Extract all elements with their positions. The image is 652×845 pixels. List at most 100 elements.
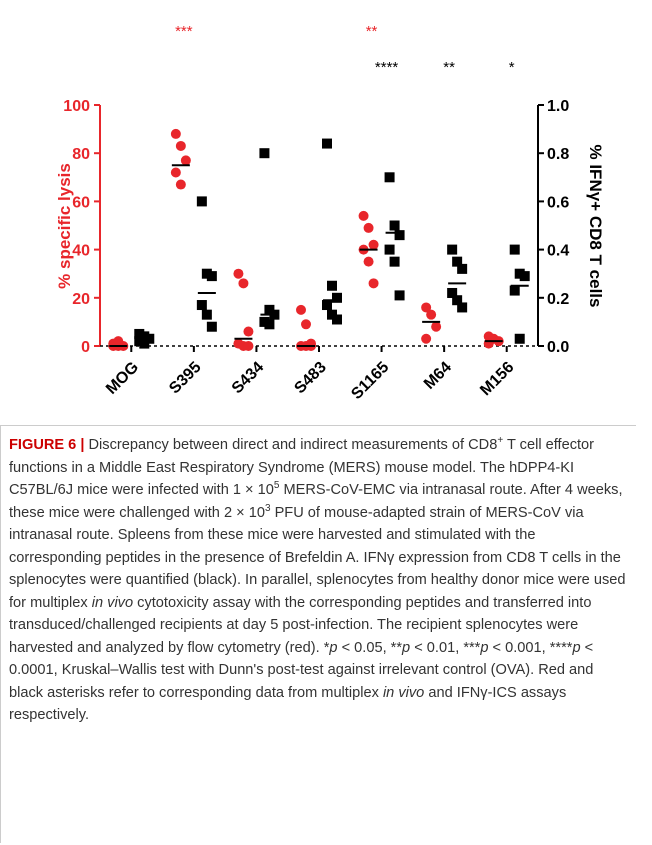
x-tick-label: S434 <box>229 359 268 398</box>
y-tick-label: 80 <box>72 146 90 163</box>
y-axis-label: % specific lysis <box>55 163 74 289</box>
y-tick-label: 20 <box>72 291 90 308</box>
point <box>201 309 212 320</box>
caption-run: T cell effector functions in a Middle Ea… <box>9 437 595 498</box>
y2-tick-label: 0.6 <box>547 194 569 211</box>
point <box>206 271 217 282</box>
significance: *** <box>175 23 193 40</box>
point <box>170 167 181 178</box>
point <box>238 278 249 289</box>
caption-run: p <box>480 639 489 656</box>
point <box>259 148 270 159</box>
y-tick-label: 60 <box>72 194 90 211</box>
significance: * <box>509 59 515 76</box>
point <box>426 309 437 320</box>
point <box>394 290 405 301</box>
point <box>452 256 463 267</box>
point <box>452 295 463 306</box>
caption-run: < 0.05, ** <box>337 639 403 656</box>
caption-run: MERS-CoV-EMC via intranasal route. After… <box>9 482 623 521</box>
x-tick-label: M156 <box>477 359 517 399</box>
point <box>243 326 254 337</box>
caption-run: 3 <box>264 502 271 514</box>
y2-tick-label: 0.0 <box>547 339 569 356</box>
point <box>243 341 254 351</box>
caption-run: FIGURE 6 | <box>9 437 85 453</box>
significance: **** <box>375 59 399 76</box>
point <box>196 300 207 311</box>
significance: ** <box>443 59 455 76</box>
point <box>384 244 395 255</box>
caption-run: PFU of mouse-adapted strain of MERS-CoV … <box>9 504 626 611</box>
point <box>509 285 520 296</box>
point <box>514 333 525 344</box>
x-tick-label: S395 <box>166 359 205 398</box>
y2-tick-label: 0.2 <box>547 291 569 308</box>
point <box>358 210 369 221</box>
point <box>389 256 400 267</box>
point <box>180 155 191 166</box>
point <box>421 302 432 313</box>
x-tick-label: M64 <box>421 359 455 393</box>
point <box>322 138 332 149</box>
y2-tick-label: 0.4 <box>547 243 569 260</box>
point <box>384 172 395 183</box>
point <box>483 338 494 349</box>
point <box>368 278 379 289</box>
caption-run: cytotoxicity assay with the correspondin… <box>9 594 592 656</box>
point <box>196 196 207 207</box>
point <box>457 302 468 313</box>
caption-run: Discrepancy between direct and indirect … <box>84 437 498 453</box>
caption-run: in vivo <box>91 594 134 611</box>
caption-run: p <box>402 639 411 656</box>
point <box>139 338 150 349</box>
point <box>363 222 374 233</box>
caption-run: p <box>329 639 338 656</box>
point <box>206 321 217 332</box>
significance: ** <box>366 23 378 40</box>
point <box>519 271 530 282</box>
point <box>332 292 342 303</box>
point <box>233 268 244 279</box>
point <box>363 256 374 267</box>
point <box>431 321 442 332</box>
caption-run: < 0.01, *** <box>410 639 481 656</box>
point <box>175 140 186 151</box>
caption-run: and IFNγ-ICS assays respectively. <box>9 684 567 724</box>
y2-axis-label: % IFNγ+ CD8 T cells <box>586 145 605 308</box>
point <box>327 280 337 291</box>
x-tick-label: S1165 <box>348 359 392 403</box>
y2-tick-label: 1.0 <box>547 98 569 115</box>
point <box>389 220 400 231</box>
point <box>170 128 181 139</box>
caption-run: < 0.001, **** <box>488 639 573 656</box>
y-tick-label: 40 <box>72 243 90 260</box>
x-tick-label: MOG <box>103 359 142 398</box>
caption-run: p <box>572 639 581 656</box>
point <box>296 304 306 315</box>
caption-run: < 0.0001, Kruskal–Wallis test with Dunn'… <box>9 639 594 701</box>
point <box>368 239 379 250</box>
point <box>394 230 405 241</box>
point <box>301 319 311 330</box>
point <box>113 336 124 347</box>
point <box>264 319 275 330</box>
y2-tick-label: 0.8 <box>547 146 569 163</box>
point <box>322 300 332 311</box>
point <box>447 287 458 298</box>
y-tick-label: 100 <box>63 98 90 115</box>
point <box>457 263 468 274</box>
caption-run: in vivo <box>382 684 425 701</box>
x-tick-label: S483 <box>291 359 330 398</box>
caption-run: + <box>497 435 504 447</box>
point <box>332 314 342 325</box>
caption: FIGURE 6 | Discrepancy between direct an… <box>0 425 636 843</box>
point <box>421 333 432 344</box>
point <box>447 244 458 255</box>
caption-run: 5 <box>273 480 280 492</box>
y-tick-label: 0 <box>81 339 90 356</box>
point <box>509 244 520 255</box>
point <box>175 179 186 190</box>
chart: % specific lysis % IFNγ+ CD8 T cells 0 20… <box>55 23 605 403</box>
